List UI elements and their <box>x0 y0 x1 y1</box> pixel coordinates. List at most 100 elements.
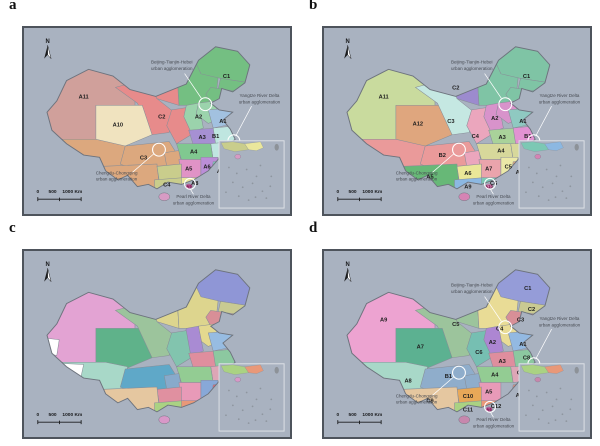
svg-text:C6: C6 <box>490 181 497 187</box>
highlight-circle <box>498 320 513 335</box>
svg-text:urban agglomeration: urban agglomeration <box>451 66 493 71</box>
svg-text:0: 0 <box>336 412 339 418</box>
svg-text:A5: A5 <box>485 390 493 396</box>
panel-a-svg: A9C1A11C2C3A10A2A1A3B1A4A5A6A7C4A8Beijin… <box>24 28 290 214</box>
inset-coast <box>244 364 264 374</box>
svg-text:N: N <box>46 262 50 268</box>
panel-b: b A10C1A11C2B2A12C3C4A2A1A3A4B1A7C5A8A5A… <box>300 0 600 223</box>
south-china-sea-inset <box>518 363 585 432</box>
svg-text:urban agglomeration: urban agglomeration <box>151 66 193 71</box>
region-A7 <box>395 328 453 370</box>
country-outline <box>346 269 551 413</box>
svg-text:1000 Km: 1000 Km <box>362 412 382 418</box>
svg-text:C4: C4 <box>472 134 480 140</box>
svg-text:A1: A1 <box>219 119 227 125</box>
svg-text:A11: A11 <box>79 94 90 100</box>
svg-text:Pearl River Delta: Pearl River Delta <box>476 194 511 199</box>
svg-text:A6: A6 <box>464 171 471 177</box>
svg-text:C2: C2 <box>158 115 165 121</box>
panel-d: d A6A9C5C4C1C2C3A7A8B1C6A2A1A3A4C7C8C13A… <box>300 220 600 446</box>
north-arrow-icon: N <box>344 262 352 282</box>
hainan-island <box>158 415 171 424</box>
highlight-circle <box>452 142 466 157</box>
inset-hainan <box>234 377 241 383</box>
svg-text:N: N <box>46 39 50 45</box>
svg-text:Yangtze River Delta: Yangtze River Delta <box>540 316 580 321</box>
panel-a: a A9C1A11C2C3A10A2A1A3B1A4A5A6A7C4A8Beij… <box>0 0 300 223</box>
svg-text:C2: C2 <box>528 307 535 313</box>
leader-line <box>490 189 494 195</box>
region-area <box>95 328 153 370</box>
annotation-chengdu-chongqing: Chengdu-Chongqing urban agglomeration <box>396 142 466 182</box>
svg-text:0: 0 <box>36 189 39 195</box>
leader-line <box>190 189 194 195</box>
leader-line <box>432 153 455 173</box>
svg-text:A1: A1 <box>519 342 527 348</box>
highlight-circle <box>498 97 513 112</box>
svg-text:C9: C9 <box>426 399 433 405</box>
region-area <box>178 382 202 404</box>
highlight-circle <box>452 365 466 380</box>
svg-text:Yangtze River Delta: Yangtze River Delta <box>240 93 280 98</box>
svg-text:C4: C4 <box>496 326 504 332</box>
svg-text:A11: A11 <box>379 94 390 100</box>
svg-text:A5: A5 <box>426 174 434 180</box>
panel-b-map-canvas: A10C1A11C2B2A12C3C4A2A1A3A4B1A7C5A8A5A6A… <box>322 26 592 216</box>
svg-text:urban agglomeration: urban agglomeration <box>539 100 581 105</box>
svg-text:N: N <box>346 39 350 45</box>
inset-taiwan <box>574 143 579 151</box>
leader-line <box>235 105 252 137</box>
region-A12 <box>395 105 453 147</box>
svg-text:A2: A2 <box>195 115 202 121</box>
svg-text:A6: A6 <box>486 407 492 412</box>
svg-text:C10: C10 <box>463 394 473 400</box>
svg-text:B1: B1 <box>445 374 453 380</box>
svg-text:500: 500 <box>49 189 57 195</box>
svg-text:A1: A1 <box>519 119 527 125</box>
leader-line <box>535 328 552 360</box>
south-china-sea-inset <box>518 140 585 209</box>
country-outline <box>46 46 251 190</box>
panel-a-map-canvas: A9C1A11C2C3A10A2A1A3B1A4A5A6A7C4A8Beijin… <box>22 26 292 216</box>
scale-bar: 0 500 1000 Km <box>336 412 382 425</box>
leader-line <box>484 73 502 99</box>
highlight-circle <box>484 400 496 413</box>
svg-text:C1: C1 <box>524 286 532 292</box>
svg-text:A3: A3 <box>499 135 506 141</box>
svg-text:C4: C4 <box>163 182 171 188</box>
leader-line <box>132 153 155 173</box>
north-arrow-icon: N <box>44 262 52 282</box>
inset-coast <box>544 364 564 374</box>
svg-text:Chengdu-Chongqing: Chengdu-Chongqing <box>96 170 138 175</box>
svg-text:C3: C3 <box>447 119 454 125</box>
svg-text:A4: A4 <box>491 373 499 379</box>
svg-text:C3: C3 <box>517 317 524 323</box>
leader-line <box>535 105 552 137</box>
scale-bar: 0 500 1000 Km <box>36 189 82 202</box>
region-C4 <box>463 150 482 167</box>
country-outline <box>46 269 251 413</box>
svg-text:urban agglomeration: urban agglomeration <box>96 177 138 182</box>
south-china-sea-inset <box>218 363 285 432</box>
inset-coast <box>244 141 264 151</box>
svg-text:A8: A8 <box>404 378 411 384</box>
svg-text:urban agglomeration: urban agglomeration <box>173 200 215 205</box>
svg-text:urban agglomeration: urban agglomeration <box>396 400 438 405</box>
svg-text:urban agglomeration: urban agglomeration <box>396 177 438 182</box>
svg-text:C5: C5 <box>452 322 460 328</box>
svg-text:A4: A4 <box>497 148 505 154</box>
inset-taiwan <box>274 366 279 374</box>
panel-c-letter: c <box>9 220 16 236</box>
panel-c: c N 0 500 1000 Km <box>0 220 300 446</box>
leader-line <box>432 376 455 396</box>
region-A10 <box>95 105 153 147</box>
hainan-island <box>458 192 471 201</box>
svg-text:Pearl River Delta: Pearl River Delta <box>476 417 511 422</box>
annotation-chengdu-chongqing: Chengdu-Chongqing urban agglomeration <box>96 142 166 182</box>
